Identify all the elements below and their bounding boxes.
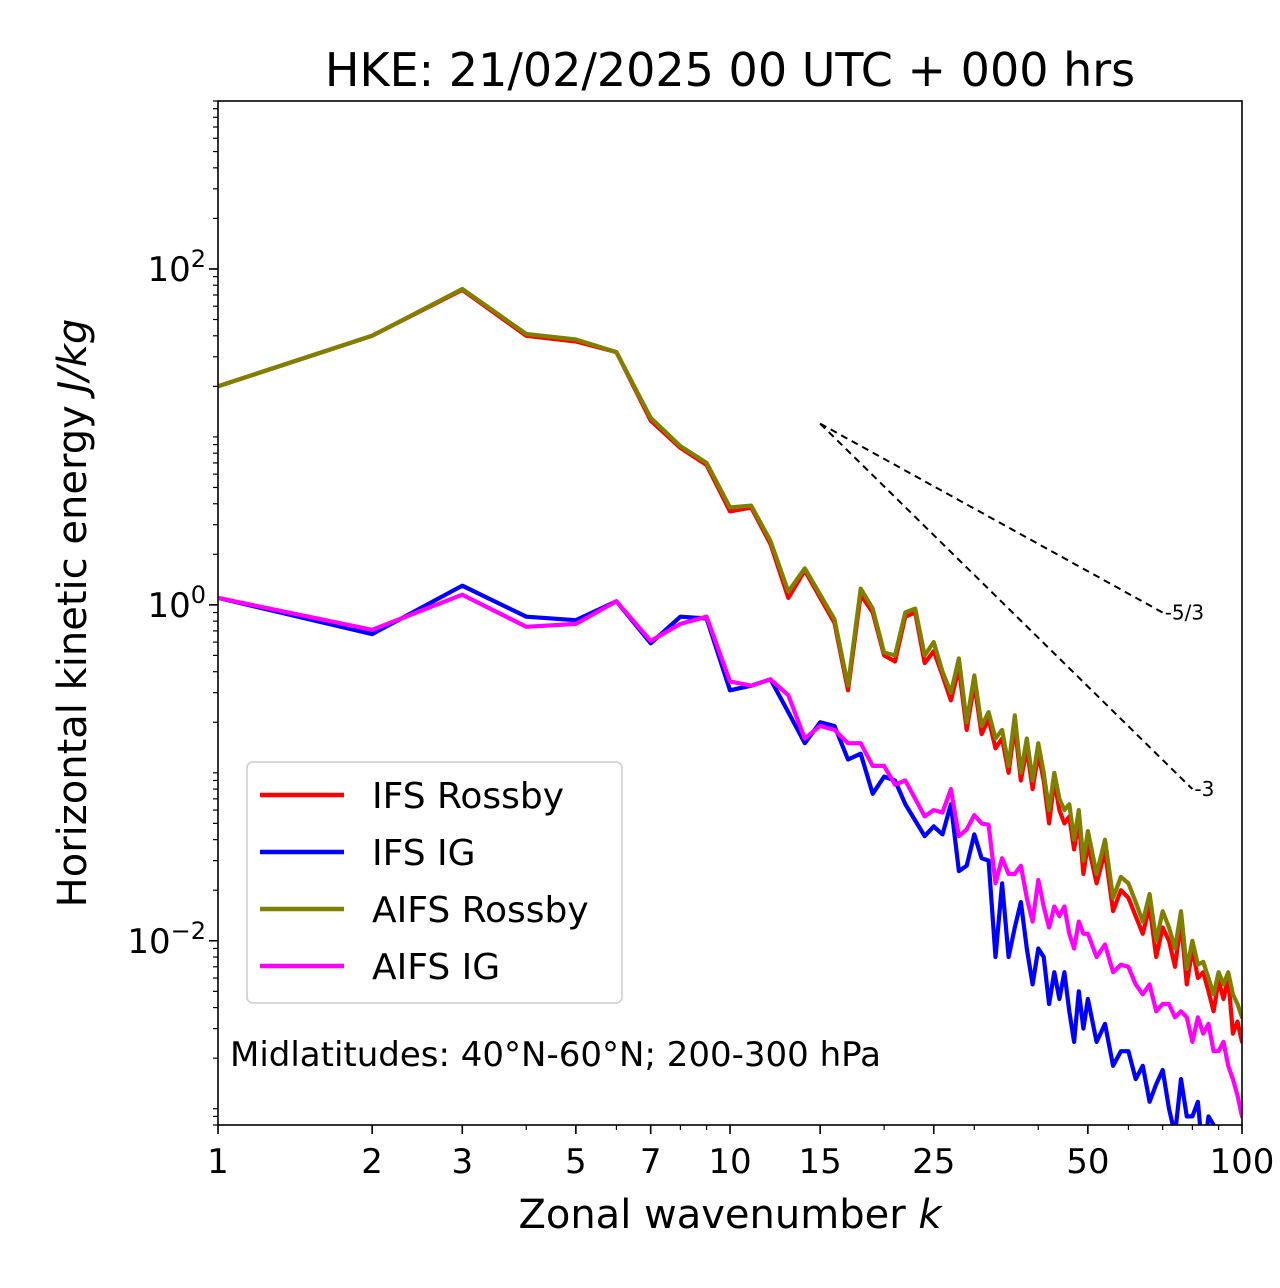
reference-slope-label-2: -3 — [1194, 777, 1214, 801]
x-tick-label: 3 — [451, 1142, 473, 1182]
reference-slope-label-1: -5/3 — [1165, 601, 1204, 625]
legend-label-aifs-ig: AIFS IG — [372, 947, 500, 988]
legend-label-aifs-rossby: AIFS Rossby — [372, 890, 589, 931]
x-tick-label: 100 — [1210, 1142, 1275, 1182]
y-tick-label: 102 — [147, 245, 206, 290]
chart-title: HKE: 21/02/2025 00 UTC + 000 hrs — [325, 43, 1135, 97]
x-tick-label: 7 — [640, 1142, 662, 1182]
x-tick-label: 1 — [207, 1142, 229, 1182]
y-tick-label: 10−2 — [127, 917, 206, 962]
series-line-aifs-rossby — [218, 286, 1242, 1020]
x-tick-label: 5 — [565, 1142, 587, 1182]
region-annotation: Midlatitudes: 40°N-60°N; 200-300 hPa — [230, 1035, 881, 1075]
series-line-aifs-ig — [218, 592, 1242, 1119]
y-tick-label: 100 — [147, 581, 206, 626]
x-axis-label: Zonal wavenumber k — [518, 1192, 943, 1238]
reference-slope-line-1 — [819, 422, 1164, 614]
x-tick-label: 15 — [799, 1142, 842, 1182]
x-tick-label: 2 — [361, 1142, 383, 1182]
x-tick-label: 25 — [912, 1142, 955, 1182]
series-layer — [218, 286, 1242, 1125]
x-tick-label: 10 — [708, 1142, 751, 1182]
reference-slope-line-2 — [819, 422, 1194, 790]
legend-label-ifs-ig: IFS IG — [372, 833, 476, 874]
legend-label-ifs-rossby: IFS Rossby — [372, 776, 564, 817]
y-axis-ticks: 10−2 100 102 — [127, 100, 218, 1126]
y-axis-label: Horizontal kinetic energy J/kg — [50, 319, 96, 908]
x-axis-ticks: 1 2 3 5 7 10 15 25 50 100 — [207, 1125, 1274, 1182]
x-tick-label: 50 — [1066, 1142, 1109, 1182]
reference-slope-layer: -5/3 -3 — [819, 422, 1214, 801]
legend-box — [246, 761, 623, 1004]
series-line-ifs-ig — [218, 583, 1216, 1125]
plot-area: -5/3 -3 1 2 3 5 7 10 15 25 50 100 10−2 100 102 — [127, 100, 1274, 1182]
legend: IFS Rossby IFS IG AIFS Rossby AIFS IG — [246, 761, 623, 1004]
